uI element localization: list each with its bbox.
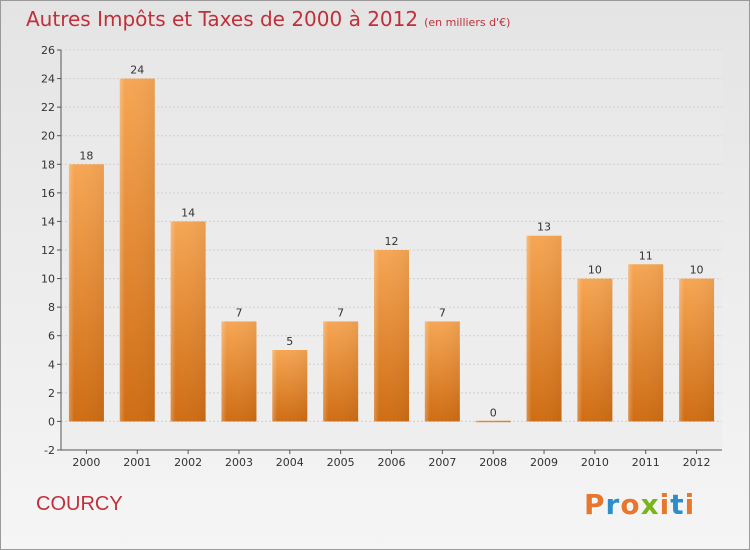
data-label: 12	[385, 235, 399, 248]
y-tick-label: 20	[41, 130, 55, 143]
x-tick-label: 2010	[581, 456, 609, 469]
data-label: 24	[130, 64, 144, 77]
y-tick-label: 6	[48, 330, 55, 343]
y-tick-label: 2	[48, 387, 55, 400]
data-label: 7	[235, 306, 242, 319]
data-label: 7	[337, 306, 344, 319]
x-tick-label: 2006	[378, 456, 406, 469]
bar-shade	[170, 221, 206, 422]
y-tick-label: 10	[41, 273, 55, 286]
data-label: 5	[286, 335, 293, 348]
chart-title-text: Autres Impôts et Taxes de 2000 à 2012	[26, 7, 419, 31]
y-tick-label: 18	[41, 158, 55, 171]
y-tick-label: -2	[44, 444, 55, 457]
bar-shade	[424, 321, 460, 422]
x-tick-label: 2011	[632, 456, 660, 469]
y-tick-label: 26	[41, 44, 55, 57]
y-tick-label: 12	[41, 244, 55, 257]
x-tick-label: 2008	[479, 456, 507, 469]
x-tick-label: 2004	[276, 456, 304, 469]
x-tick-label: 2009	[530, 456, 558, 469]
bar-shade	[679, 278, 715, 422]
logo-letter: i	[684, 488, 696, 521]
bar-shade	[577, 278, 613, 422]
data-label: 14	[181, 206, 195, 219]
y-tick-label: 8	[48, 301, 55, 314]
bar-shade	[221, 321, 257, 422]
data-label: 0	[490, 406, 497, 419]
x-tick-label: 2005	[327, 456, 355, 469]
y-tick-label: 0	[48, 415, 55, 428]
data-label: 7	[439, 306, 446, 319]
x-tick-label: 2012	[683, 456, 711, 469]
x-tick-label: 2003	[225, 456, 253, 469]
x-tick-label: 2007	[428, 456, 456, 469]
bar-shade	[323, 321, 359, 422]
y-tick-label: 16	[41, 187, 55, 200]
logo-letter: t	[670, 488, 685, 521]
data-label: 11	[639, 249, 653, 262]
bar-shade	[475, 420, 511, 423]
x-tick-label: 2002	[174, 456, 202, 469]
logo-letter: r	[605, 488, 621, 521]
bar-shade	[526, 235, 562, 422]
y-tick-label: 14	[41, 215, 55, 228]
logo-letter: i	[659, 488, 671, 521]
y-tick-label: 22	[41, 101, 55, 114]
bar-shade	[628, 264, 664, 422]
bar-shade	[272, 350, 308, 422]
data-label: 10	[588, 264, 602, 277]
x-tick-label: 2000	[72, 456, 100, 469]
bar-shade	[374, 250, 409, 422]
city-name: COURCY	[36, 493, 123, 515]
logo-letter: o	[620, 488, 641, 521]
chart-subtitle: (en milliers d'€)	[424, 16, 511, 29]
y-tick-label: 24	[41, 73, 55, 86]
y-tick-label: 4	[48, 358, 55, 371]
logo-letter: x	[640, 488, 660, 521]
data-label: 18	[79, 149, 93, 162]
data-label: 10	[690, 264, 704, 277]
proxiti-logo: Proxiti	[584, 488, 695, 521]
bar-shade	[68, 164, 104, 422]
chart-title: Autres Impôts et Taxes de 2000 à 2012 (en…	[26, 7, 510, 31]
x-tick-label: 2001	[123, 456, 151, 469]
data-label: 13	[537, 221, 551, 234]
logo-letter: P	[584, 488, 606, 521]
bar-shade	[119, 78, 155, 422]
